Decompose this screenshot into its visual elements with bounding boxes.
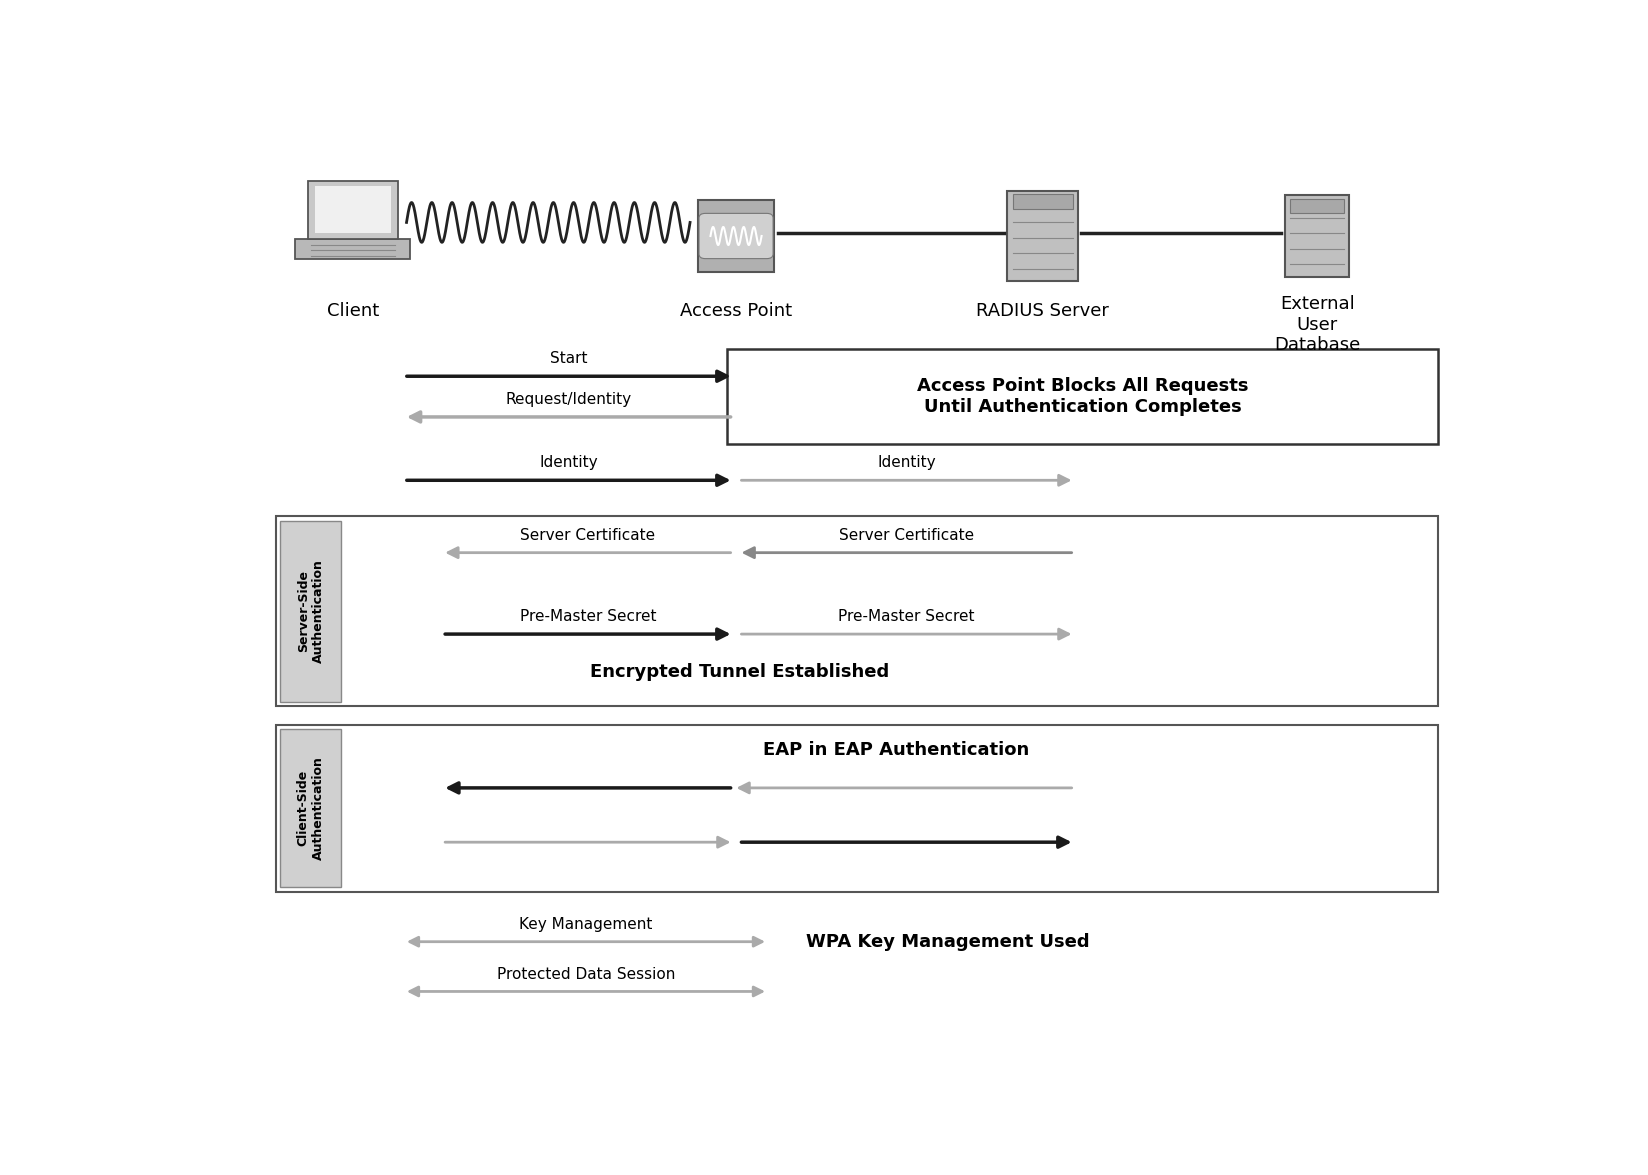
FancyBboxPatch shape (697, 200, 775, 273)
Text: RADIUS Server: RADIUS Server (976, 302, 1109, 320)
Text: Access Point Blocks All Requests
Until Authentication Completes: Access Point Blocks All Requests Until A… (916, 377, 1249, 416)
Text: Identity: Identity (877, 456, 936, 470)
FancyBboxPatch shape (277, 725, 1439, 892)
Text: Encrypted Tunnel Established: Encrypted Tunnel Established (590, 663, 890, 682)
Text: EAP in EAP Authentication: EAP in EAP Authentication (763, 741, 1028, 759)
Text: Start: Start (550, 351, 587, 367)
Text: Server Certificate: Server Certificate (839, 528, 974, 543)
Text: Access Point: Access Point (681, 302, 793, 320)
Text: Request/Identity: Request/Identity (506, 392, 631, 407)
Text: External
User
Database: External User Database (1274, 295, 1360, 355)
Text: WPA Key Management Used: WPA Key Management Used (806, 933, 1089, 951)
Text: Client-Side
Authentication: Client-Side Authentication (297, 757, 325, 860)
FancyBboxPatch shape (1290, 199, 1345, 214)
FancyBboxPatch shape (280, 728, 341, 887)
FancyBboxPatch shape (295, 239, 410, 258)
Text: Server Certificate: Server Certificate (521, 528, 656, 543)
FancyBboxPatch shape (315, 187, 391, 234)
FancyBboxPatch shape (1285, 195, 1350, 277)
Text: Key Management: Key Management (519, 916, 653, 932)
FancyBboxPatch shape (699, 214, 773, 258)
FancyBboxPatch shape (1007, 190, 1078, 281)
Text: Protected Data Session: Protected Data Session (496, 967, 676, 981)
Text: Server-Side
Authentication: Server-Side Authentication (297, 559, 325, 664)
FancyBboxPatch shape (1012, 194, 1073, 209)
FancyBboxPatch shape (280, 521, 341, 701)
FancyBboxPatch shape (727, 349, 1439, 444)
Text: Client: Client (326, 302, 379, 320)
Text: Pre-Master Secret: Pre-Master Secret (519, 609, 656, 624)
Text: Identity: Identity (539, 456, 598, 470)
Text: Pre-Master Secret: Pre-Master Secret (839, 609, 976, 624)
FancyBboxPatch shape (308, 181, 397, 239)
FancyBboxPatch shape (277, 517, 1439, 706)
